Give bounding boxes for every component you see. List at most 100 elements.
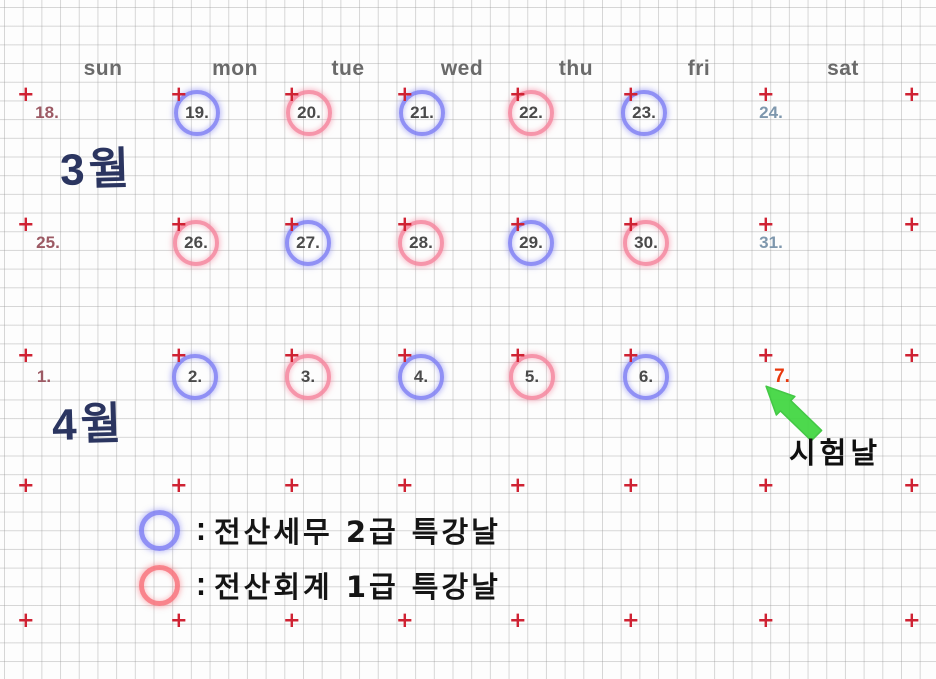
plus-mark-icon: +	[396, 82, 414, 106]
plus-mark-icon: +	[903, 82, 921, 106]
plus-mark-icon: +	[622, 82, 640, 106]
date-cell: 5.	[509, 354, 555, 400]
exam-day-label: 시험날	[789, 438, 882, 470]
date-cell: 18.	[24, 90, 70, 136]
legend-item-blue: : 전산세무 2급 특강날	[139, 509, 501, 551]
plus-mark-icon: +	[170, 82, 188, 106]
date-label: 30.	[634, 233, 658, 252]
plus-mark-icon: +	[17, 343, 35, 367]
plus-mark-icon: +	[283, 343, 301, 367]
plus-mark-icon: +	[509, 608, 527, 632]
date-label: 22.	[519, 103, 543, 122]
plus-mark-icon: +	[170, 608, 188, 632]
date-cell: 27.	[285, 220, 331, 266]
colon-icon: :	[196, 511, 206, 548]
plus-mark-icon: +	[283, 212, 301, 236]
month-label-april: 4월	[51, 399, 126, 450]
date-label: 27.	[296, 233, 320, 252]
day-header-wed: wed	[440, 57, 484, 80]
day-header-sat: sat	[827, 57, 859, 80]
plus-mark-icon: +	[17, 82, 35, 106]
plus-mark-icon: +	[757, 343, 775, 367]
plus-mark-icon: +	[757, 212, 775, 236]
plus-mark-icon: +	[396, 212, 414, 236]
date-label: 23.	[632, 103, 656, 122]
plus-mark-icon: +	[283, 608, 301, 632]
date-label: 26.	[184, 233, 208, 252]
plus-mark-icon: +	[170, 212, 188, 236]
plus-mark-icon: +	[903, 343, 921, 367]
plus-mark-icon: +	[622, 473, 640, 497]
legend-label: 전산세무 2급 특강날	[214, 515, 501, 549]
date-label: 5.	[524, 367, 540, 386]
date-label: 25.	[36, 233, 60, 252]
legend-item-pink: : 전산회계 1급 특강날	[139, 564, 501, 606]
date-cell: 3.	[285, 354, 331, 400]
date-cell: 30.	[623, 220, 669, 266]
date-label: 1.	[36, 367, 52, 386]
day-header-sun: sun	[83, 57, 123, 80]
date-label: 28.	[409, 233, 433, 252]
date-label: 7.	[774, 366, 790, 387]
date-cell: 23.	[621, 90, 667, 136]
legend-label: 전산회계 1급 특강날	[214, 570, 501, 604]
plus-mark-icon: +	[170, 343, 188, 367]
date-cell-exam-day: 7.	[759, 354, 805, 400]
date-cell: 31.	[748, 220, 794, 266]
date-cell: 4.	[398, 354, 444, 400]
date-label: 6.	[638, 367, 654, 386]
plus-mark-icon: +	[17, 608, 35, 632]
plus-mark-icon: +	[170, 473, 188, 497]
arrow-up-left-icon	[763, 384, 835, 446]
day-header-tue: tue	[331, 57, 365, 80]
pink-circle-icon	[139, 564, 180, 606]
plus-mark-icon: +	[509, 343, 527, 367]
date-label: 2.	[187, 367, 203, 386]
plus-mark-icon: +	[622, 212, 640, 236]
date-cell: 2.	[172, 354, 218, 400]
date-label: 29.	[519, 233, 543, 252]
blue-circle-icon	[139, 509, 180, 551]
day-header-mon: mon	[212, 57, 258, 80]
date-label: 4.	[413, 367, 429, 386]
plus-mark-icon: +	[757, 473, 775, 497]
date-cell: 26.	[173, 220, 219, 266]
plus-mark-icon: +	[396, 608, 414, 632]
date-label: 21.	[410, 103, 434, 122]
date-cell: 21.	[399, 90, 445, 136]
plus-mark-icon: +	[757, 82, 775, 106]
plus-mark-icon: +	[283, 473, 301, 497]
plus-mark-icon: +	[757, 608, 775, 632]
plus-mark-icon: +	[509, 212, 527, 236]
date-cell: 20.	[286, 90, 332, 136]
plus-mark-icon: +	[396, 473, 414, 497]
date-cell: 1.	[21, 354, 67, 400]
date-cell: 22.	[508, 90, 554, 136]
plus-mark-icon: +	[17, 212, 35, 236]
plus-mark-icon: +	[622, 608, 640, 632]
colon-icon: :	[196, 566, 206, 603]
date-label: 19.	[185, 103, 209, 122]
date-label: 31.	[759, 233, 783, 252]
plus-mark-icon: +	[903, 212, 921, 236]
plus-mark-icon: +	[509, 82, 527, 106]
day-header-fri: fri	[687, 57, 711, 80]
plus-mark-icon: +	[509, 473, 527, 497]
month-label-march: 3월	[59, 144, 134, 195]
plus-mark-icon: +	[396, 343, 414, 367]
plus-mark-icon: +	[283, 82, 301, 106]
date-label: 24.	[759, 103, 783, 122]
date-cell: 19.	[174, 90, 220, 136]
date-cell: 28.	[398, 220, 444, 266]
date-cell: 25.	[25, 220, 71, 266]
plus-mark-icon: +	[903, 473, 921, 497]
date-label: 20.	[297, 103, 321, 122]
date-cell: 6.	[623, 354, 669, 400]
plus-mark-icon: +	[17, 473, 35, 497]
plus-mark-icon: +	[622, 343, 640, 367]
day-header-thu: thu	[558, 57, 594, 80]
date-cell: 24.	[748, 90, 794, 136]
date-label: 3.	[300, 367, 316, 386]
plus-mark-icon: +	[903, 608, 921, 632]
